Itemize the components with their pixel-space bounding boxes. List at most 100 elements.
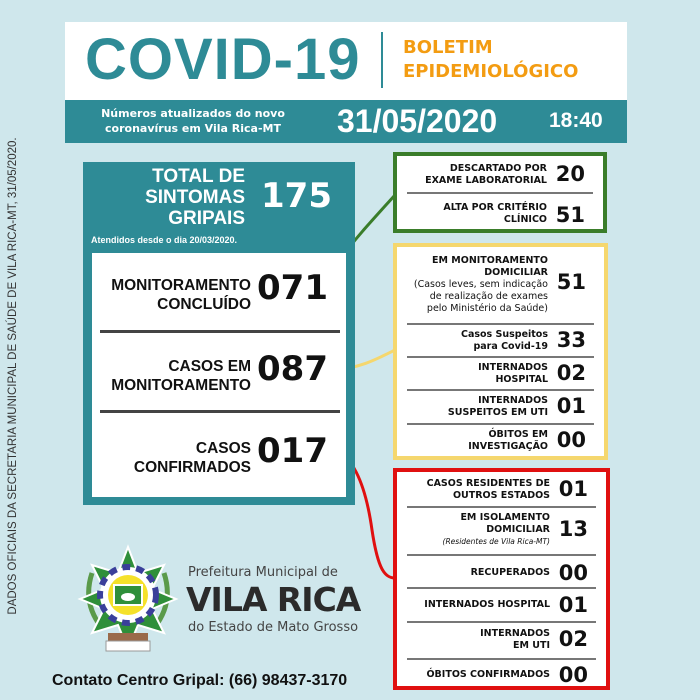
label-line: CASOS [195, 440, 251, 457]
stat-in-monitoring: CASOS EM MONITORAMENTO 087 [92, 349, 346, 409]
label-line: INVESTIGAÇÃO [468, 441, 548, 452]
stat-label: CASOS CONFIRMADOS [134, 439, 251, 477]
divider [407, 506, 596, 508]
stat-label: CASOS EM MONITORAMENTO [111, 357, 251, 395]
stat-value: 02 [556, 361, 586, 385]
stat-value: 00 [558, 561, 588, 585]
label-line: HOSPITAL [495, 374, 548, 385]
divider [407, 192, 593, 194]
stat-monitoring-concluded: MONITORAMENTO CONCLUÍDO 071 [92, 268, 346, 328]
discarded-panel: DESCARTADO POR EXAME LABORATORIAL 20 ALTA … [393, 152, 607, 233]
label-line: EM MONITORAMENTO [432, 255, 548, 266]
date: 31/05/2020 [337, 103, 498, 139]
stat-value: 071 [257, 268, 328, 308]
bulletin-title: BOLETIM EPIDEMIOLÓGICO [403, 36, 578, 84]
page-title: COVID-19 [85, 27, 361, 92]
stat-value: 01 [558, 477, 588, 501]
stat-value: 02 [558, 627, 588, 651]
stat-label: INTERNADOS HOSPITAL [478, 362, 548, 386]
stat-confirmed: CASOS CONFIRMADOS 017 [92, 431, 346, 491]
stat-value: 51 [556, 270, 586, 294]
stat-label: RECUPERADOS [471, 567, 550, 579]
municipal-seal-logo [77, 544, 179, 652]
label-line: CONFIRMADOS [133, 459, 251, 476]
label-line: ÓBITOS CONFIRMADOS [426, 669, 550, 680]
note-line: pelo Ministério da Saúde) [426, 303, 548, 314]
label-line: MONITORAMENTO [111, 377, 251, 394]
label-line: CONCLUÍDO [157, 296, 251, 313]
label-line: SUSPEITOS EM UTI [447, 407, 548, 418]
label-line: para Covid-19 [473, 341, 548, 352]
label-line: INTERNADOS [480, 628, 550, 639]
label-line: INTERNADOS HOSPITAL [424, 599, 550, 610]
divider [407, 389, 594, 391]
label-line: EM UTI [513, 640, 550, 651]
monitoring-panel: EM MONITORAMENTO DOMICILIAR (Casos leves, … [393, 243, 608, 460]
label-line: EXAME LABORATORIAL [425, 175, 547, 186]
divider [407, 621, 596, 623]
stat-value: 00 [556, 428, 586, 452]
main-stats: MONITORAMENTO CONCLUÍDO 071 CASOS EM MONITO… [92, 253, 346, 497]
contact-phone: Contato Centro Gripal: (66) 98437-3170 [52, 672, 348, 689]
stat-label: ALTA POR CRITÉRIO CLÍNICO [443, 202, 547, 226]
stat-label: EM ISOLAMENTO DOMICILIAR (Residentes de Vi… [443, 512, 550, 548]
time: 18:40 [549, 109, 603, 132]
stat-value: 33 [556, 328, 586, 352]
stat-label: INTERNADOS EM UTI [480, 628, 550, 652]
stat-value: 20 [555, 162, 585, 186]
stat-label: Casos Suspeitos para Covid-19 [461, 329, 548, 353]
update-bar: Números atualizados do novo coronavírus e… [65, 100, 627, 143]
stat-value: 01 [556, 394, 586, 418]
update-line-1: Números atualizados do novo [101, 107, 285, 120]
label-line: ALTA POR CRITÉRIO [443, 202, 547, 213]
stat-label: INTERNADOS SUSPEITOS EM UTI [448, 395, 548, 419]
confirmed-panel: CASOS RESIDENTES DE OUTROS ESTADOS 01 EM I… [393, 468, 610, 690]
divider [100, 410, 340, 413]
label-line: DOMICILIAR [486, 524, 550, 535]
stat-value: 017 [257, 431, 328, 471]
divider [407, 323, 594, 325]
divider [407, 554, 596, 556]
stat-label: ÓBITOS EM INVESTIGAÇÃO [468, 429, 548, 453]
total-label-2: SINTOMAS [145, 187, 245, 208]
stat-label: MONITORAMENTO CONCLUÍDO [111, 276, 251, 314]
logo-city-name: VILA RICA [186, 580, 361, 619]
subtitle-2: EPIDEMIOLÓGICO [403, 61, 579, 82]
stat-value: 00 [558, 663, 588, 687]
note-line: (Residentes de Vila Rica-MT) [442, 537, 550, 546]
label-line: INTERNADOS [478, 395, 548, 406]
stat-value: 01 [558, 593, 588, 617]
total-label: TOTAL DE SINTOMAS GRIPAIS [145, 166, 245, 229]
label-line: INTERNADOS [478, 362, 548, 373]
label-line: EM ISOLAMENTO [460, 512, 550, 523]
logo-state: do Estado de Mato Grosso [188, 620, 359, 635]
stat-value: 13 [558, 517, 588, 541]
divider [407, 423, 594, 425]
label-line: DESCARTADO POR [449, 163, 547, 174]
label-line: OUTROS ESTADOS [452, 490, 550, 501]
stat-label: ÓBITOS CONFIRMADOS [426, 669, 550, 681]
divider [407, 356, 594, 358]
label-line: ÓBITOS EM [488, 429, 548, 440]
subtitle-1: BOLETIM [403, 37, 493, 58]
total-note: Atendidos desde o dia 20/03/2020. [91, 235, 238, 245]
stat-label: CASOS RESIDENTES DE OUTROS ESTADOS [427, 478, 550, 502]
label-line: CLÍNICO [503, 214, 547, 225]
logo-prefecture: Prefeitura Municipal de [188, 565, 338, 580]
stat-label: INTERNADOS HOSPITAL [424, 599, 550, 611]
header: COVID-19 BOLETIM EPIDEMIOLÓGICO [65, 22, 627, 100]
stat-label: EM MONITORAMENTO DOMICILIAR (Casos leves, … [414, 255, 548, 315]
label-line: RECUPERADOS [470, 567, 550, 578]
label-line: CASOS RESIDENTES DE [426, 478, 550, 489]
stat-value: 087 [257, 349, 328, 389]
update-note: Números atualizados do novo coronavírus e… [93, 106, 293, 136]
total-label-1: TOTAL DE [152, 166, 245, 187]
label-line: MONITORAMENTO [111, 277, 251, 294]
total-panel: TOTAL DE SINTOMAS GRIPAIS 175 Atendidos de… [83, 162, 355, 505]
total-label-3: GRIPAIS [168, 208, 245, 229]
stat-label: DESCARTADO POR EXAME LABORATORIAL [425, 163, 547, 187]
divider [100, 330, 340, 333]
label-line: Casos Suspeitos [460, 329, 548, 340]
divider [407, 658, 596, 660]
label-line: DOMICILIAR [484, 267, 548, 278]
